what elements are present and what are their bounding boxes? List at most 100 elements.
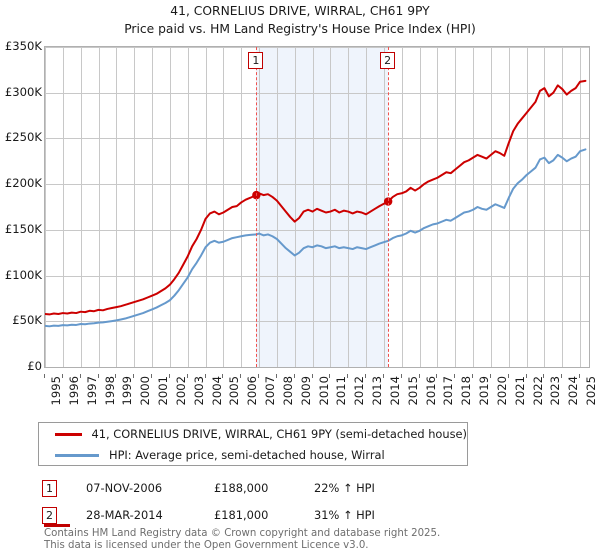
gridline-vertical — [473, 47, 475, 367]
y-axis-tick-label: £150K — [4, 221, 42, 236]
gridline-vertical — [45, 47, 46, 367]
x-axis-tick-label: 2024 — [566, 376, 581, 406]
x-axis-tick — [97, 374, 99, 378]
event-dashed-line — [256, 47, 258, 367]
x-axis-tick — [275, 374, 277, 378]
x-axis-tick — [204, 374, 206, 378]
transaction-marker-badge: 2 — [42, 506, 57, 524]
x-axis-tick — [115, 374, 117, 378]
y-axis-tick-label: £0 — [27, 359, 42, 373]
transaction-marker-badge: 1 — [42, 479, 57, 497]
title-block: 41, CORNELIUS DRIVE, WIRRAL, CH61 9PY Pr… — [0, 2, 600, 38]
footer: Contains HM Land Registry data © Crown c… — [44, 528, 584, 551]
gridline-vertical — [312, 47, 314, 367]
y-axis-tick-label: £50K — [12, 313, 42, 328]
x-axis-tick-label: 2017 — [441, 376, 456, 406]
gridline-horizontal — [45, 321, 589, 323]
x-axis-tick — [489, 374, 491, 378]
x-axis-tick — [472, 374, 474, 378]
x-axis-tick — [133, 374, 135, 378]
series-line — [45, 79, 587, 316]
event-dashed-line — [388, 47, 390, 367]
x-axis-tick-label: 1998 — [102, 376, 117, 406]
x-axis-tick-label: 2018 — [459, 376, 474, 406]
x-axis-tick-label: 1996 — [66, 376, 81, 406]
x-axis-tick — [579, 374, 581, 378]
gridline-vertical — [294, 47, 296, 367]
x-axis-tick — [543, 374, 545, 378]
plot-region — [44, 46, 590, 368]
x-axis-tick-label: 2025 — [584, 376, 599, 406]
x-axis-tick — [365, 374, 367, 378]
y-axis-tick-label: £300K — [4, 84, 42, 99]
gridline-vertical — [437, 47, 439, 367]
x-axis-tick — [561, 374, 563, 378]
gridline-horizontal — [45, 275, 589, 277]
x-axis-tick — [168, 374, 170, 378]
transaction-date: 07-NOV-2006 — [86, 481, 163, 495]
x-axis-tick-label: 2008 — [280, 376, 295, 406]
x-axis-tick-label: 2011 — [334, 376, 349, 406]
x-axis-tick-label: 2002 — [173, 376, 188, 406]
gridline-vertical — [223, 47, 225, 367]
gridline-vertical — [152, 47, 154, 367]
gridline-vertical — [116, 47, 118, 367]
x-axis-tick — [507, 374, 509, 378]
legend-item: HPI: Average price, semi-detached house,… — [39, 445, 467, 465]
x-axis-tick-label: 2016 — [423, 376, 438, 406]
gridline-vertical — [62, 47, 64, 367]
footer-rule — [44, 524, 70, 527]
y-axis-tick-label: £200K — [4, 176, 42, 191]
transaction-hpi-delta: 31% ↑ HPI — [314, 508, 375, 522]
y-axis-tick-label: £250K — [4, 130, 42, 145]
x-axis-tick — [400, 374, 402, 378]
gridline-vertical — [134, 47, 136, 367]
x-axis-tick — [436, 374, 438, 378]
series-layer — [45, 79, 587, 328]
x-axis-tick — [186, 374, 188, 378]
gridline-vertical — [259, 47, 261, 367]
gridline-vertical — [455, 47, 457, 367]
gridline-vertical — [562, 47, 564, 367]
gridline-vertical — [98, 47, 100, 367]
gridline-vertical — [330, 47, 332, 367]
transaction-row[interactable]: 2 28-MAR-2014 £181,000 31% ↑ HPI — [42, 505, 442, 525]
x-axis-tick-label: 2012 — [352, 376, 367, 406]
gridline-vertical — [169, 47, 171, 367]
series-line — [45, 148, 587, 328]
x-axis-tick-label: 1999 — [120, 376, 135, 406]
gridline-horizontal — [45, 229, 589, 231]
x-axis-tick-label: 2003 — [191, 376, 206, 406]
page-title: 41, CORNELIUS DRIVE, WIRRAL, CH61 9PY — [170, 4, 430, 18]
footer-copyright: Contains HM Land Registry data © Crown c… — [44, 528, 441, 539]
legend-color-swatch — [55, 432, 82, 436]
x-axis-tick-label: 2023 — [548, 376, 563, 406]
x-axis-tick-label: 1995 — [49, 376, 63, 406]
x-axis-tick — [79, 374, 81, 378]
y-axis-tick-label: £350K — [4, 39, 42, 53]
x-axis-tick — [525, 374, 527, 378]
x-axis-tick-label: 2006 — [245, 376, 260, 406]
x-axis-tick-label: 2001 — [156, 376, 171, 406]
x-axis-labels: 1995 1996 1997 1998 1999 2000 2001 2002 2003 2004… — [44, 374, 598, 414]
legend-item: 41, CORNELIUS DRIVE, WIRRAL, CH61 9PY (s… — [39, 424, 467, 444]
x-axis-tick — [293, 374, 295, 378]
x-axis-tick-label: 2010 — [316, 376, 331, 406]
x-axis-tick — [151, 374, 153, 378]
transaction-row[interactable]: 1 07-NOV-2006 £188,000 22% ↑ HPI — [42, 478, 442, 498]
x-axis-tick — [454, 374, 456, 378]
x-axis-tick-label: 2020 — [494, 376, 509, 406]
event-marker-badge[interactable]: 2 — [380, 52, 396, 69]
gridline-horizontal — [45, 138, 589, 140]
x-axis-tick-label: 2021 — [512, 376, 527, 406]
event-marker-badge[interactable]: 1 — [248, 52, 264, 69]
x-axis-tick-label: 2005 — [227, 376, 242, 406]
x-axis-tick-label: 2004 — [209, 376, 224, 406]
gridline-vertical — [401, 47, 403, 367]
y-axis-tick-label: £100K — [4, 267, 42, 282]
gridline-vertical — [508, 47, 510, 367]
x-axis-tick-label: 2013 — [370, 376, 385, 406]
chart-legend: 41, CORNELIUS DRIVE, WIRRAL, CH61 9PY (s… — [38, 422, 468, 466]
x-axis-tick — [44, 374, 45, 378]
